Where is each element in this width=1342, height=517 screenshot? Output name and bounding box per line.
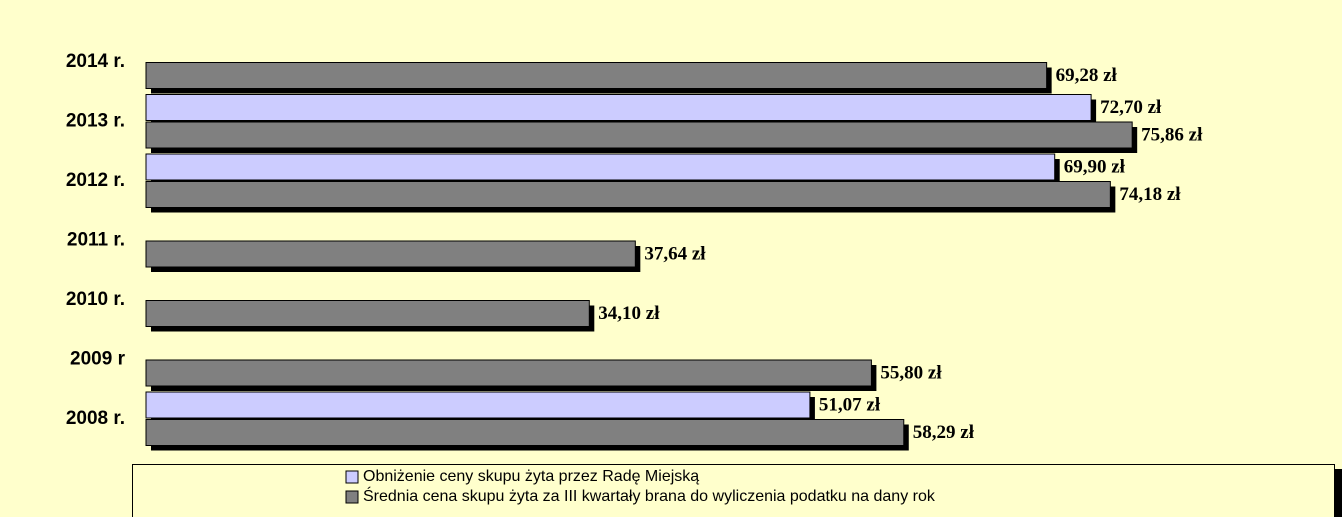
value-label: 72,70 zł — [1100, 97, 1162, 118]
value-label: 58,29 zł — [913, 422, 975, 443]
value-label: 69,28 zł — [1056, 65, 1118, 86]
category-label: 2013 r. — [66, 111, 125, 132]
bar — [145, 419, 905, 446]
value-label: 55,80 zł — [880, 362, 942, 383]
value-label: 75,86 zł — [1141, 124, 1203, 145]
bar — [145, 300, 590, 327]
category-label: 2009 r — [70, 349, 126, 370]
bar — [145, 62, 1048, 89]
legend-swatch — [345, 490, 359, 504]
value-label: 51,07 zł — [819, 394, 881, 415]
value-label: 74,18 zł — [1119, 184, 1181, 205]
bar — [145, 181, 1111, 208]
legend-swatch — [345, 470, 359, 484]
bar — [145, 153, 1056, 181]
legend-label: Obniżenie ceny skupu żyta przez Radę Mie… — [363, 468, 699, 485]
bar — [145, 391, 811, 419]
category-label: 2014 r. — [66, 51, 125, 72]
value-label: 34,10 zł — [598, 303, 660, 324]
category-label: 2012 r. — [66, 170, 125, 191]
bar — [145, 121, 1133, 149]
bar — [145, 94, 1092, 121]
value-label: 69,90 zł — [1064, 156, 1126, 177]
category-label: 2008 r. — [66, 408, 125, 429]
legend-label: Średnia cena skupu żyta za III kwartały … — [363, 486, 936, 505]
legend — [132, 464, 1335, 517]
bar — [145, 359, 872, 387]
value-label: 37,64 zł — [644, 243, 706, 264]
category-label: 2010 r. — [66, 289, 125, 310]
category-label: 2011 r. — [67, 230, 125, 251]
bar — [145, 240, 636, 268]
